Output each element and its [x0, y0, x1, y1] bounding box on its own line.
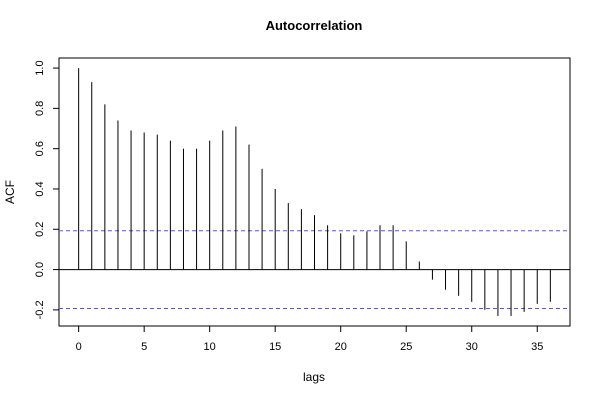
x-tick-label: 35 [531, 341, 543, 353]
y-tick-label: 0.6 [34, 141, 46, 156]
y-tick-label: 0.4 [34, 181, 46, 196]
y-tick-label: 0.8 [34, 101, 46, 116]
y-tick-label: 0.0 [34, 262, 46, 277]
y-tick-label: 1.0 [34, 60, 46, 75]
y-tick-label: -0.2 [34, 300, 46, 319]
x-axis: 0 5 10 15 20 25 30 35 [76, 325, 543, 353]
x-tick-label: 0 [76, 341, 82, 353]
y-axis-label: ACF [3, 180, 17, 204]
acf-bars [78, 68, 551, 316]
x-tick-label: 5 [141, 341, 147, 353]
x-tick-label: 25 [400, 341, 412, 353]
x-tick-label: 20 [335, 341, 347, 353]
chart-title: Autocorrelation [266, 18, 363, 33]
y-axis: -0.2 0.0 0.2 0.4 0.6 0.8 1.0 [34, 60, 60, 319]
plot-frame [58, 57, 571, 327]
y-tick-label: 0.2 [34, 222, 46, 237]
x-tick-label: 10 [204, 341, 216, 353]
x-tick-label: 15 [269, 341, 281, 353]
x-axis-label: lags [303, 370, 325, 384]
x-tick-label: 30 [466, 341, 478, 353]
